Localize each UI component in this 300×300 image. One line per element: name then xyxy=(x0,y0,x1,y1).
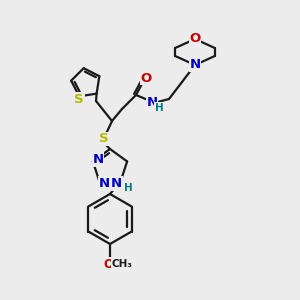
Text: O: O xyxy=(103,257,113,271)
Text: N: N xyxy=(92,153,104,166)
Text: N: N xyxy=(189,58,201,71)
Text: CH₃: CH₃ xyxy=(112,259,133,269)
Text: O: O xyxy=(140,71,152,85)
Text: H: H xyxy=(154,103,164,113)
Text: N: N xyxy=(99,177,110,190)
Text: N: N xyxy=(111,177,122,190)
Text: S: S xyxy=(74,93,84,106)
Text: O: O xyxy=(189,32,201,46)
Text: H: H xyxy=(124,183,133,193)
Text: S: S xyxy=(99,133,109,146)
Text: N: N xyxy=(146,95,158,109)
